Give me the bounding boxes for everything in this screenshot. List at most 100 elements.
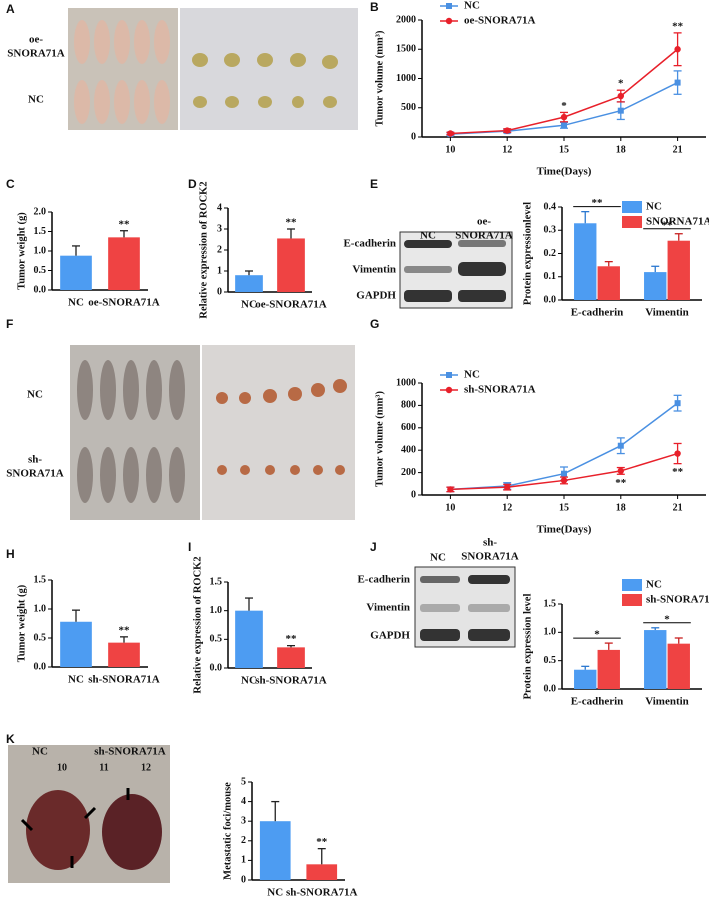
legend-marker (446, 372, 452, 378)
y-tick-label: 5 (241, 776, 246, 787)
legend-label: SNORNA71A (646, 216, 709, 228)
marker (674, 450, 681, 457)
legend-marker (445, 17, 453, 25)
tumor-photo (202, 345, 355, 520)
y-tick-label: 1000 (396, 73, 416, 84)
annotation: * (594, 629, 600, 641)
marker (561, 122, 567, 129)
y-tick-label: 3 (217, 223, 222, 234)
legend-label: NC (646, 201, 662, 213)
y-axis-label: Relative expression of ROCK2 (198, 181, 209, 318)
panel-letter: E (370, 177, 378, 191)
y-axis-label: Tumor weight (g) (16, 584, 27, 662)
x-tick-label: NC (267, 887, 283, 899)
y-tick-label: 1.5 (34, 226, 47, 237)
y-axis-label: Tumor volume (mm³) (374, 30, 385, 126)
y-axis-label: Tumor volume (mm³) (374, 391, 385, 487)
legend-swatch (622, 579, 642, 591)
photo-label: sh-SNORA71A (94, 746, 166, 758)
y-tick-label: 1 (217, 265, 222, 276)
legend-marker (446, 3, 452, 9)
y-tick-label: 2 (241, 835, 246, 846)
y-tick-label: 0.0 (544, 294, 557, 305)
ruler-label: 11 (99, 762, 108, 773)
lane-label: NC (430, 552, 446, 564)
x-tick-label: NC (68, 297, 84, 309)
y-tick-label: 4 (241, 796, 246, 807)
x-tick-label: 10 (445, 502, 455, 513)
annotation: * (664, 613, 670, 625)
lane-label: sh- (483, 537, 497, 549)
y-tick-label: 0.3 (544, 225, 557, 236)
row-label: Vimentin (352, 264, 396, 276)
y-tick-label: 3 (241, 815, 246, 826)
lane-label: oe- (477, 216, 491, 228)
legend-label: oe-SNORA71A (464, 15, 536, 27)
x-tick-label: 18 (616, 502, 626, 513)
bar (306, 864, 338, 880)
y-tick-label: 0.0 (544, 683, 557, 694)
lung (26, 790, 90, 870)
legend-swatch (622, 216, 642, 228)
tumors (216, 379, 347, 475)
bar (644, 630, 667, 689)
y-tick-label: 1.0 (34, 603, 47, 614)
legend-label: NC (646, 579, 662, 591)
row-label: SNORA71A (6, 468, 64, 480)
row-label: NC (27, 389, 43, 401)
legend-swatch (622, 201, 642, 213)
y-tick-label: 0.0 (34, 661, 47, 672)
bar (574, 669, 597, 689)
mice (74, 20, 170, 124)
annotation: * (561, 100, 567, 112)
bar (277, 238, 305, 292)
x-tick-label: oe-SNORA71A (255, 299, 327, 311)
marker (561, 470, 567, 477)
panel-letter: C (6, 177, 15, 191)
y-tick-label: 400 (401, 444, 416, 455)
x-tick-label: 15 (559, 502, 569, 513)
y-tick-label: 2000 (396, 14, 416, 25)
y-tick-label: 500 (401, 102, 416, 113)
legend-swatch (622, 594, 642, 606)
annotation: ** (615, 477, 627, 489)
marker (674, 46, 681, 53)
y-tick-label: 1.0 (210, 605, 223, 616)
y-tick-label: 0.5 (210, 634, 223, 645)
y-tick-label: 0 (411, 131, 416, 142)
x-tick-label: Vimentin (645, 696, 689, 708)
bar (667, 643, 690, 689)
ruler-label: 12 (141, 762, 151, 773)
panel-letter: B (370, 0, 379, 14)
x-tick-label: E-cadherin (571, 307, 624, 319)
y-axis-label: Protein expression level (522, 594, 533, 700)
ruler-label: 10 (57, 762, 67, 773)
y-axis-label: Relative expression of ROCK2 (192, 556, 203, 693)
bar (108, 237, 140, 290)
y-tick-label: 0.1 (544, 271, 557, 282)
y-tick-label: 2.0 (34, 206, 47, 217)
y-tick-label: 800 (401, 400, 416, 411)
tumor-photo (180, 8, 358, 130)
bar (60, 255, 92, 290)
marker (674, 400, 681, 407)
row-label: E-cadherin (357, 574, 410, 586)
y-tick-label: 0 (217, 286, 222, 297)
legend-label: sh-SNORA71A (464, 384, 536, 396)
y-tick-label: 1.0 (544, 627, 557, 638)
y-tick-label: 0.2 (544, 248, 557, 259)
bar (108, 642, 140, 667)
x-tick-label: sh-SNORA71A (255, 675, 327, 687)
y-tick-label: 0 (411, 489, 416, 500)
bar (277, 647, 305, 668)
panel-letter: H (6, 547, 15, 561)
y-axis-label: Tumor weight (g) (16, 212, 27, 290)
annotation: ** (286, 217, 298, 229)
row-label: Vimentin (366, 602, 410, 614)
x-tick-label: 10 (445, 144, 455, 155)
y-tick-label: 0.5 (34, 632, 47, 643)
y-tick-label: 1 (241, 855, 246, 866)
x-tick-label: sh-SNORA71A (286, 887, 358, 899)
x-tick-label: NC (241, 675, 257, 687)
